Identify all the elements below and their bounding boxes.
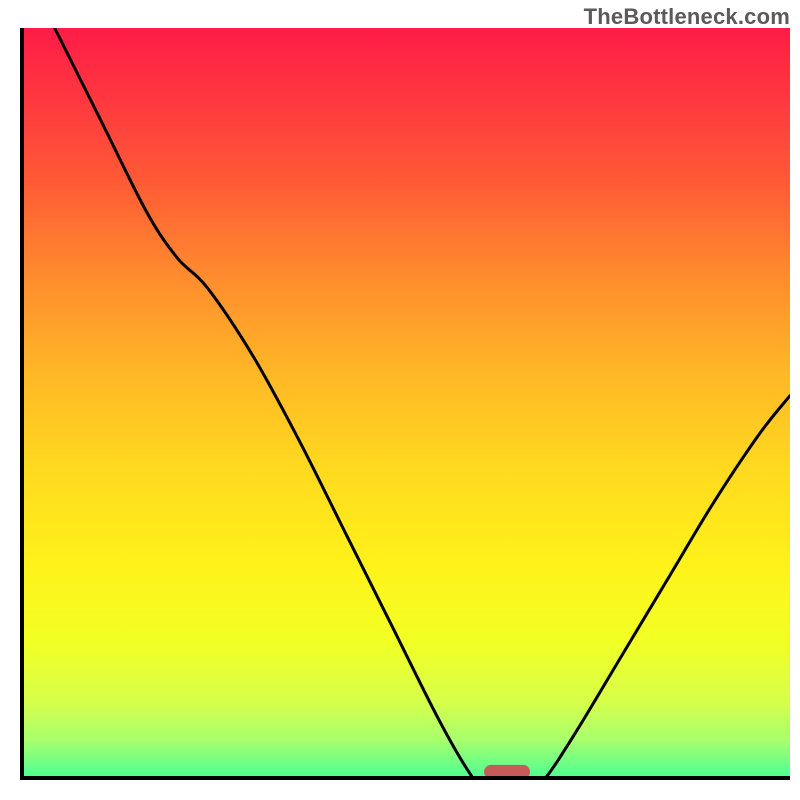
curve-path xyxy=(55,28,790,780)
optimal-marker xyxy=(484,764,530,778)
bottleneck-curve xyxy=(24,28,790,780)
chart-container: TheBottleneck.com xyxy=(0,0,800,800)
watermark-text: TheBottleneck.com xyxy=(584,4,790,30)
plot-area xyxy=(20,28,790,780)
